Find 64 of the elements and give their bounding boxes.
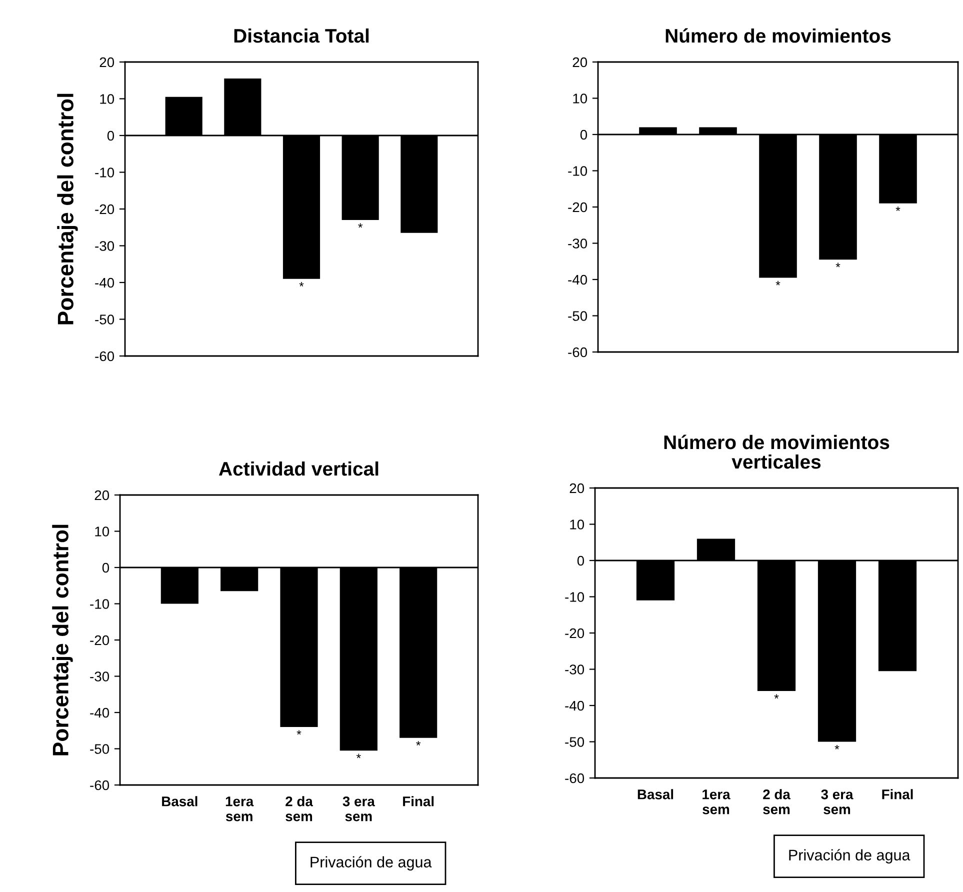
- y-tick-label: -50: [568, 311, 588, 321]
- y-tick-label: 20: [570, 483, 584, 494]
- chart-title: Distancia Total: [234, 28, 369, 43]
- y-tick-label: 10: [573, 94, 588, 104]
- x-tick-label: Final: [403, 796, 434, 806]
- chart-title: Número de movimientos: [666, 28, 891, 43]
- chart-title: Número de movimientos verticales: [664, 434, 890, 469]
- y-tick-label: 0: [107, 130, 114, 141]
- x-tick-label: 1era sem: [702, 790, 730, 814]
- x-tick-label: 3 era sem: [342, 796, 375, 822]
- data-label: *: [356, 754, 361, 758]
- y-tick-label: -50: [90, 744, 110, 754]
- data-label: *: [296, 730, 302, 735]
- chart-title: Actividad vertical: [218, 461, 378, 476]
- data-label: *: [834, 744, 840, 750]
- y-tick-label: -60: [565, 773, 584, 784]
- y-tick-label: 10: [100, 94, 114, 104]
- y-tick-label: -50: [95, 314, 114, 324]
- y-tick-label: -20: [90, 635, 110, 646]
- data-label: *: [774, 694, 779, 699]
- y-tick-label: -60: [568, 347, 588, 358]
- data-label: *: [299, 282, 304, 286]
- y-tick-label: 0: [577, 556, 584, 566]
- x-tick-label: 2 da sem: [286, 796, 313, 822]
- y-tick-label: -30: [565, 664, 584, 674]
- y-tick-label: -30: [568, 238, 588, 248]
- y-axis-title: Porcentaje del control: [57, 94, 78, 324]
- y-tick-label: -10: [565, 592, 584, 602]
- y-tick-label: -30: [95, 241, 114, 251]
- y-tick-label: 10: [570, 520, 584, 530]
- y-tick-label: 10: [95, 526, 110, 536]
- data-label: *: [896, 206, 900, 211]
- y-tick-label: 20: [572, 57, 588, 68]
- y-tick-label: -20: [565, 628, 584, 638]
- y-tick-label: -40: [568, 274, 588, 285]
- y-tick-label: -40: [565, 700, 584, 711]
- data-label: *: [776, 280, 780, 286]
- y-tick-label: 0: [102, 562, 110, 573]
- y-tick-label: -10: [95, 168, 114, 178]
- y-tick-label: -20: [568, 202, 588, 212]
- y-tick-label: -20: [95, 204, 114, 214]
- y-tick-label: -60: [90, 780, 110, 790]
- y-tick-label: -50: [565, 737, 584, 747]
- data-label: *: [836, 262, 840, 268]
- y-tick-label: -10: [568, 166, 588, 176]
- y-tick-label: 0: [580, 130, 588, 140]
- x-tick-label: 3 era sem: [821, 789, 854, 814]
- y-tick-label: 20: [100, 57, 114, 68]
- x-tick-label: Final: [882, 789, 913, 800]
- text: Privación de agua: [789, 849, 910, 864]
- text: Privación de agua: [310, 856, 432, 871]
- y-axis-title: Porcentaje del control: [52, 524, 73, 756]
- y-tick-label: -30: [90, 672, 110, 682]
- x-tick-label: Basal: [638, 789, 674, 800]
- y-tick-label: -10: [90, 599, 110, 609]
- data-label: *: [358, 223, 363, 228]
- y-tick-label: -40: [95, 278, 114, 288]
- y-tick-label: -40: [90, 708, 110, 718]
- x-tick-label: 1era sem: [226, 796, 254, 822]
- y-tick-label: 20: [94, 490, 110, 500]
- y-tick-label: -60: [95, 351, 114, 362]
- data-label: *: [416, 741, 421, 746]
- x-tick-label: 2 da sem: [763, 789, 790, 814]
- x-tick-label: Basal: [162, 796, 198, 806]
